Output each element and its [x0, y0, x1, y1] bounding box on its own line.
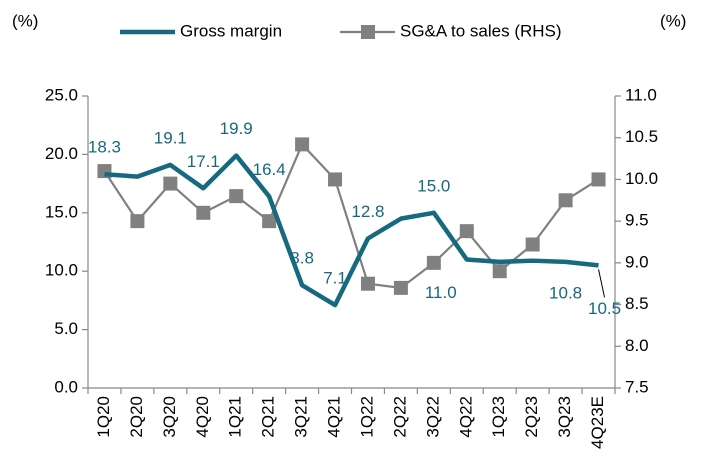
sga-line — [103, 143, 600, 289]
data-label: 19.9 — [220, 119, 253, 138]
sga-marker — [492, 264, 507, 279]
sga-marker — [360, 276, 375, 291]
data-label: 10.8 — [549, 283, 582, 302]
x-tick-label: 1Q22 — [357, 396, 376, 438]
data-label: 11.0 — [425, 283, 457, 302]
sga-marker — [295, 137, 310, 152]
x-tick-label: 1Q20 — [94, 396, 113, 438]
data-label: 7.1 — [323, 269, 347, 288]
y-tick-label: 20.0 — [45, 144, 78, 163]
data-label: 8.8 — [290, 249, 314, 268]
data-label: 19.1 — [154, 128, 187, 147]
sga-marker — [163, 176, 178, 191]
legend-marker — [361, 25, 375, 39]
sga-marker — [426, 255, 441, 270]
x-tick-label: 1Q21 — [226, 396, 245, 438]
legend-label: SG&A to sales (RHS) — [400, 21, 562, 40]
sga-marker — [328, 172, 343, 187]
x-tick-label: 4Q22 — [456, 396, 475, 438]
data-label: 16.4 — [253, 160, 286, 179]
data-label: 17.1 — [187, 152, 220, 171]
y-axis-label: (%) — [12, 11, 38, 30]
x-tick-label: 2Q21 — [259, 396, 278, 438]
sga-marker — [130, 214, 145, 229]
data-label: 18.3 — [88, 138, 121, 157]
y-tick-label: 25.0 — [45, 85, 78, 104]
sga-marker — [591, 172, 606, 187]
y2-tick-label: 8.5 — [625, 294, 649, 313]
x-tick-label: 4Q23E — [588, 396, 607, 449]
y2-tick-label: 10.0 — [625, 169, 658, 188]
y-tick-label: 5.0 — [54, 319, 78, 338]
x-tick-label: 1Q23 — [489, 396, 508, 438]
sga-marker — [459, 224, 474, 239]
y2-tick-label: 7.5 — [625, 377, 649, 396]
x-tick-label: 2Q22 — [390, 396, 409, 438]
y2-tick-label: 9.0 — [625, 252, 649, 271]
sga-marker — [229, 189, 244, 204]
leader-line — [598, 269, 606, 298]
x-tick-label: 3Q20 — [160, 396, 179, 438]
y-tick-label: 10.0 — [45, 261, 78, 280]
x-tick-label: 2Q20 — [127, 396, 146, 438]
x-tick-label: 3Q21 — [292, 396, 311, 438]
y-tick-label: 15.0 — [45, 202, 78, 221]
sga-marker — [558, 193, 573, 208]
x-tick-label: 2Q23 — [522, 396, 541, 438]
data-label: 15.0 — [417, 176, 450, 195]
x-tick-label: 3Q23 — [555, 396, 574, 438]
sga-marker — [196, 205, 211, 220]
data-label: 10.5 — [588, 299, 621, 318]
gross-margin-line — [104, 153, 599, 308]
sga-marker — [262, 214, 277, 229]
x-tick-label: 3Q22 — [423, 396, 442, 438]
y2-tick-label: 10.5 — [625, 127, 658, 146]
data-label: 12.8 — [351, 202, 384, 221]
sga-marker — [393, 280, 408, 295]
sga-marker — [525, 237, 540, 252]
y2-tick-label: 11.0 — [625, 85, 657, 104]
y2-axis-label: (%) — [660, 11, 686, 30]
x-tick-label: 4Q20 — [193, 396, 212, 438]
y-tick-label: 0.0 — [54, 377, 78, 396]
y2-tick-label: 9.5 — [625, 211, 649, 230]
legend-label: Gross margin — [180, 21, 282, 40]
y2-tick-label: 8.0 — [625, 336, 649, 355]
x-tick-label: 4Q21 — [325, 396, 344, 438]
